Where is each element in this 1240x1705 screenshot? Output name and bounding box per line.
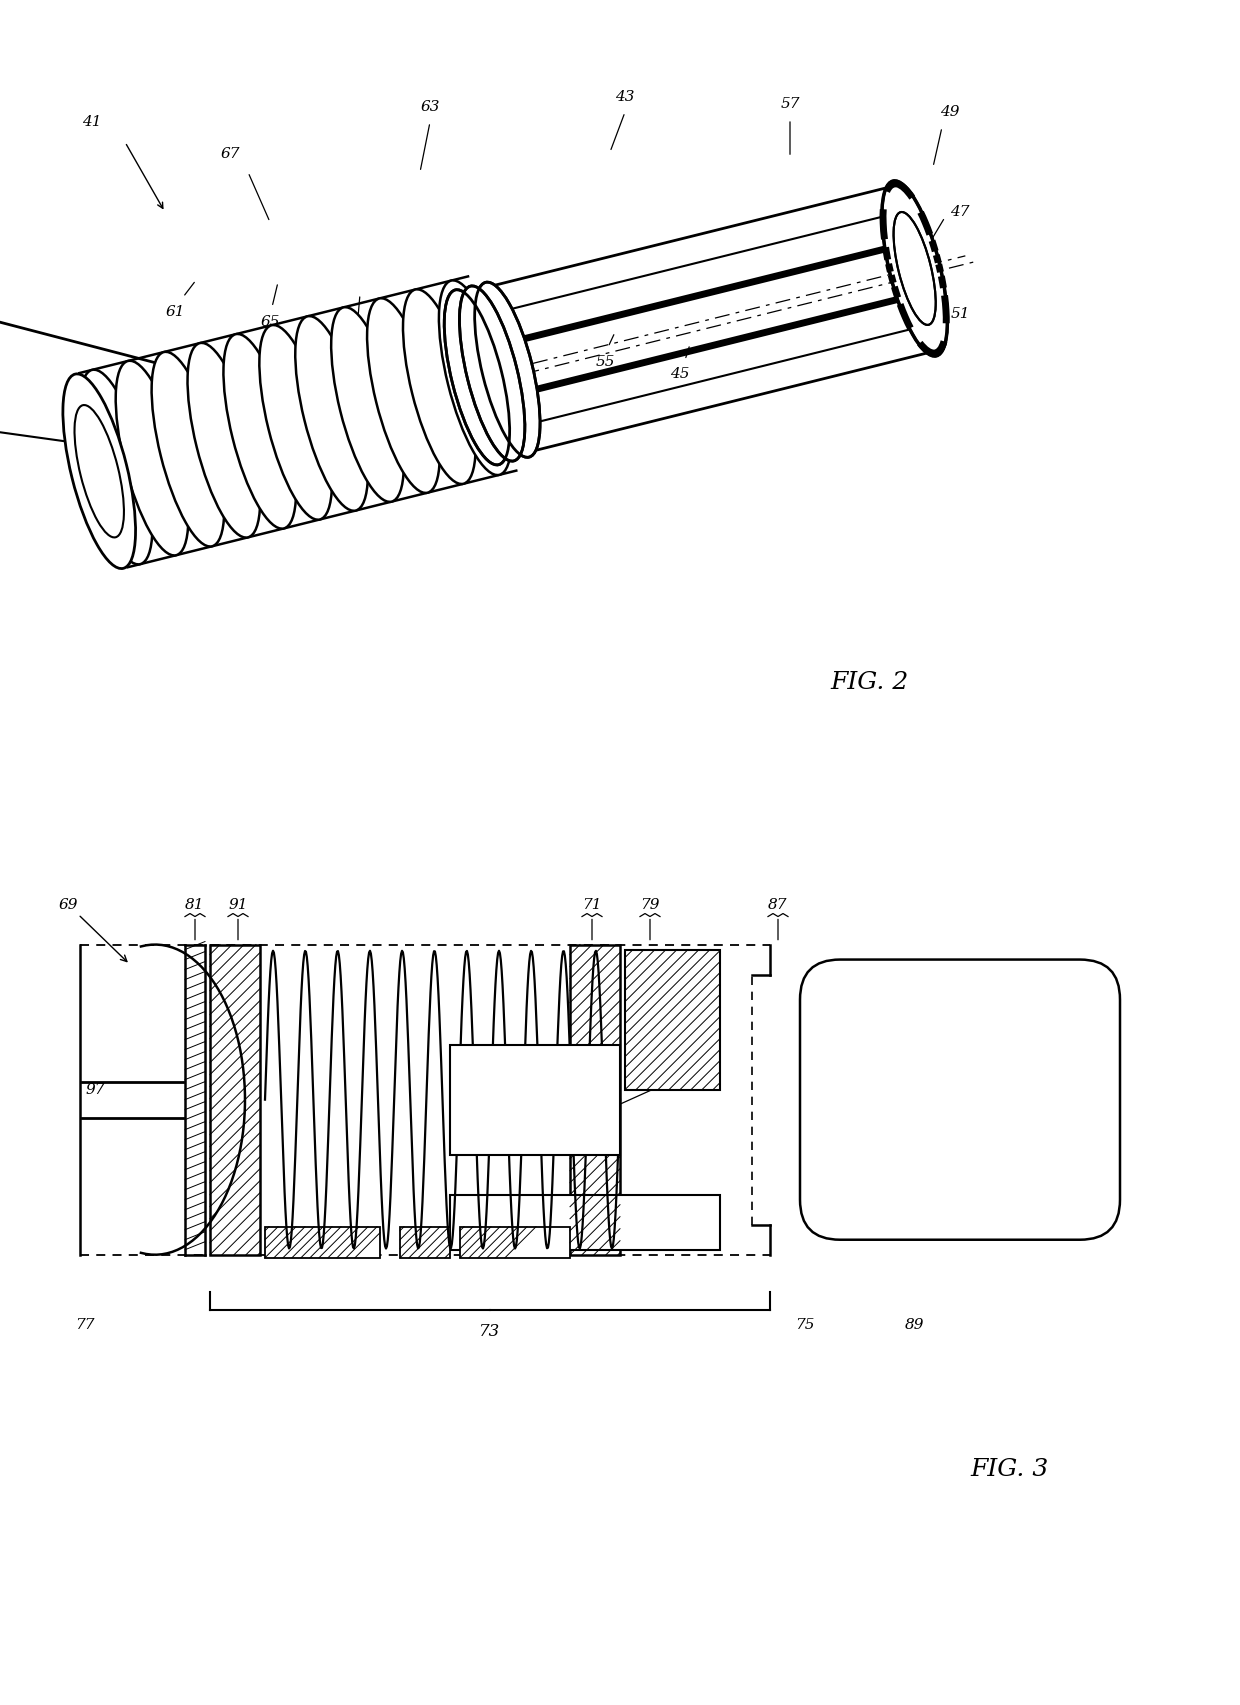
Ellipse shape bbox=[151, 351, 224, 547]
Text: 41: 41 bbox=[82, 114, 102, 130]
Ellipse shape bbox=[888, 240, 895, 254]
Ellipse shape bbox=[520, 385, 528, 399]
Text: 55: 55 bbox=[595, 355, 615, 370]
Bar bbox=[265, 1226, 379, 1258]
Ellipse shape bbox=[475, 281, 541, 457]
Text: 53: 53 bbox=[345, 326, 365, 339]
Bar bbox=[401, 1226, 450, 1258]
Ellipse shape bbox=[444, 290, 510, 465]
Text: 59: 59 bbox=[420, 336, 440, 350]
Text: 51: 51 bbox=[950, 307, 970, 321]
Text: 75: 75 bbox=[795, 1318, 815, 1332]
Text: 95: 95 bbox=[585, 1190, 605, 1204]
Text: 85: 85 bbox=[649, 1008, 668, 1021]
Ellipse shape bbox=[63, 373, 135, 568]
Bar bbox=[570, 945, 620, 1255]
Text: FIG. 2: FIG. 2 bbox=[831, 670, 909, 694]
Ellipse shape bbox=[460, 286, 525, 460]
Ellipse shape bbox=[223, 334, 296, 529]
Ellipse shape bbox=[439, 280, 512, 476]
Text: 91: 91 bbox=[228, 897, 248, 912]
FancyBboxPatch shape bbox=[800, 960, 1120, 1240]
Text: 61: 61 bbox=[165, 305, 185, 319]
Text: 57: 57 bbox=[780, 97, 800, 111]
Ellipse shape bbox=[367, 298, 440, 493]
Text: 45: 45 bbox=[671, 367, 689, 382]
Ellipse shape bbox=[187, 343, 260, 537]
Bar bbox=[210, 945, 260, 1255]
Text: 87: 87 bbox=[769, 897, 787, 912]
Text: 69: 69 bbox=[58, 897, 126, 962]
Text: 93: 93 bbox=[676, 1033, 694, 1047]
Ellipse shape bbox=[507, 336, 516, 350]
Text: 77: 77 bbox=[76, 1318, 94, 1332]
Text: 73: 73 bbox=[480, 1323, 501, 1340]
Text: 81: 81 bbox=[185, 897, 205, 912]
Text: 49: 49 bbox=[940, 106, 960, 119]
Text: 47: 47 bbox=[950, 205, 970, 220]
Text: 65: 65 bbox=[260, 315, 280, 329]
Text: 43: 43 bbox=[615, 90, 635, 104]
Ellipse shape bbox=[882, 181, 947, 356]
Bar bbox=[625, 950, 720, 1089]
Text: 97: 97 bbox=[86, 1083, 104, 1096]
Ellipse shape bbox=[115, 361, 188, 556]
Ellipse shape bbox=[331, 307, 404, 501]
Ellipse shape bbox=[79, 370, 153, 564]
Text: 89: 89 bbox=[905, 1318, 925, 1332]
Ellipse shape bbox=[295, 315, 368, 512]
Bar bbox=[450, 1195, 720, 1250]
Bar bbox=[460, 1226, 570, 1258]
Text: 83: 83 bbox=[660, 1062, 680, 1076]
Ellipse shape bbox=[894, 211, 936, 326]
Text: 79: 79 bbox=[640, 897, 660, 912]
Bar bbox=[450, 1045, 620, 1154]
Text: 63: 63 bbox=[420, 101, 440, 114]
Text: 67: 67 bbox=[221, 147, 239, 160]
Text: 71: 71 bbox=[583, 897, 601, 912]
Ellipse shape bbox=[259, 326, 332, 520]
Ellipse shape bbox=[900, 292, 908, 305]
Text: FIG. 3: FIG. 3 bbox=[971, 1458, 1049, 1482]
Ellipse shape bbox=[403, 290, 476, 484]
